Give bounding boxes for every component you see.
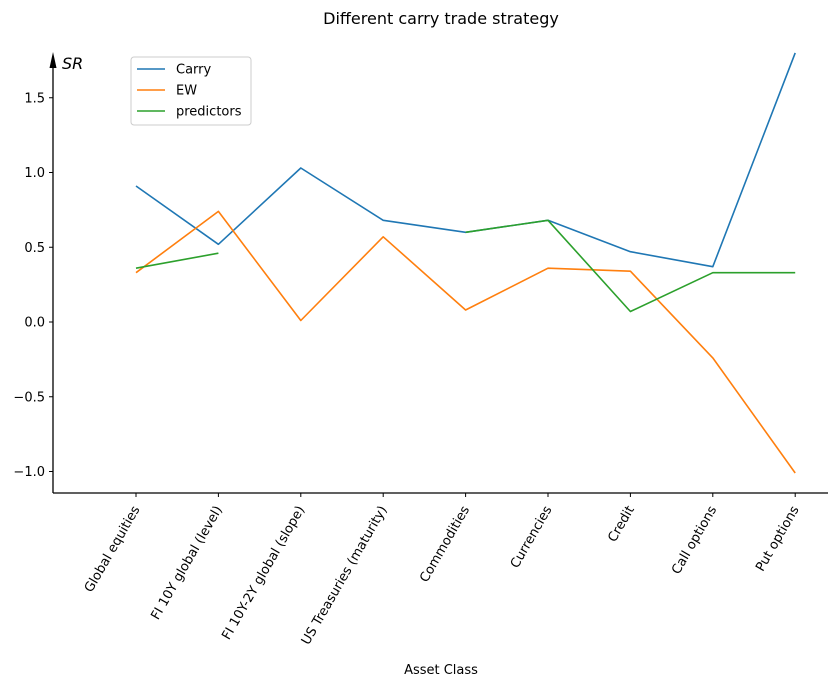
legend-label: Carry <box>176 63 212 78</box>
x-tick-label: Currencies <box>508 503 556 571</box>
y-tick-label: −0.5 <box>13 390 45 405</box>
legend: Carry EW predictors <box>130 56 252 126</box>
y-tick-label: 0.0 <box>24 316 45 331</box>
y-axis-arrow <box>49 52 57 68</box>
x-tick-label: Global equities <box>82 503 144 595</box>
series-line-ew <box>135 210 796 474</box>
x-axis-label: Asset Class <box>404 663 478 678</box>
x-tick-label: US Treasuries (maturity) <box>299 504 391 648</box>
x-tick-label: FI 10Y-2Y global (slope) <box>219 504 308 643</box>
y-tick-label: 0.5 <box>24 241 45 256</box>
y-tick-label: 1.0 <box>24 166 45 181</box>
x-tick-label: FI 10Y global (level) <box>148 504 225 623</box>
x-tick-label: Commodities <box>417 503 473 585</box>
series-lines <box>135 52 796 474</box>
y-tick-label: 1.5 <box>24 91 45 106</box>
y-ticks: −1.0 −0.5 0.0 0.5 1.0 1.5 <box>13 91 53 480</box>
legend-label: EW <box>176 84 197 99</box>
axes <box>49 52 828 494</box>
legend-box <box>130 56 252 126</box>
y-axis-label: SR <box>62 54 83 73</box>
series-line-predictors <box>135 219 796 313</box>
x-tick-label: Call options <box>669 503 720 577</box>
legend-label: predictors <box>176 105 242 120</box>
chart-title: Different carry trade strategy <box>323 9 559 28</box>
x-tick-label: Credit <box>605 504 638 545</box>
x-ticks: Global equities FI 10Y global (level)FI 1… <box>82 493 803 648</box>
y-tick-label: −1.0 <box>13 465 45 480</box>
x-tick-label: Put options <box>753 503 803 574</box>
